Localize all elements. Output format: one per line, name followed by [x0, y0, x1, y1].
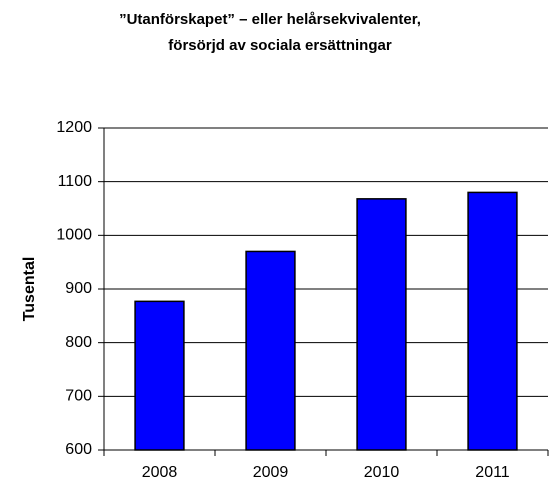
- y-tick-label: 1200: [56, 119, 92, 136]
- y-tick-label: 1000: [56, 227, 92, 244]
- y-tick-label: 900: [65, 280, 92, 297]
- x-tick-label: 2008: [142, 464, 178, 481]
- bar: [134, 300, 185, 451]
- bar: [356, 198, 407, 451]
- x-tick-label: 2009: [253, 464, 289, 481]
- y-tick-label: 800: [65, 334, 92, 351]
- chart-title: ”Utanförskapet” – eller helårsekvivalent…: [119, 11, 421, 28]
- x-tick-label: 2010: [364, 464, 400, 481]
- y-tick-label: 700: [65, 388, 92, 405]
- bar: [467, 191, 518, 451]
- chart-title: försörjd av sociala ersättningar: [168, 37, 392, 54]
- bar: [245, 250, 296, 451]
- y-axis-label: Tusental: [21, 257, 38, 322]
- y-tick-label: 600: [65, 441, 92, 458]
- y-tick-label: 1100: [58, 173, 93, 190]
- x-tick-label: 2011: [475, 464, 510, 481]
